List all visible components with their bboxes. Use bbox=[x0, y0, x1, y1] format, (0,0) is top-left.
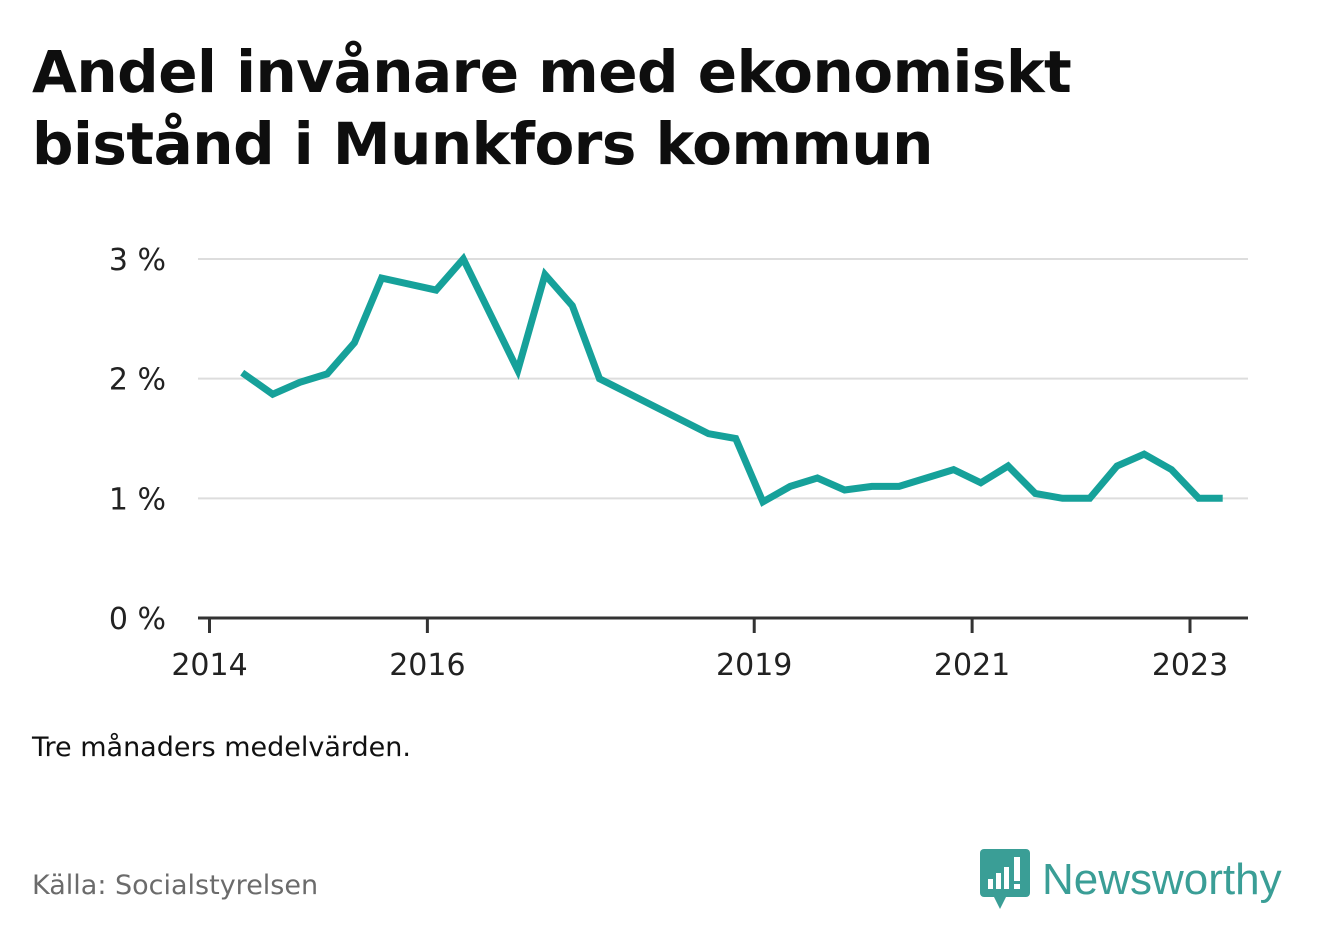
chart-title: Andel invånare med ekonomiskt bistånd i … bbox=[32, 38, 1072, 178]
brand-name: Newsworthy bbox=[1042, 855, 1282, 904]
chart-note: Tre månaders medelvärden. bbox=[32, 732, 411, 763]
y-tick-label: 0 % bbox=[109, 602, 166, 637]
series-line bbox=[240, 252, 1223, 507]
x-axis-ticks: 2014 2016 2019 2021 2023 bbox=[171, 618, 1228, 683]
newsworthy-icon bbox=[980, 849, 1030, 909]
source-label: Källa: Socialstyrelsen bbox=[32, 870, 319, 901]
x-tick-label: 2014 bbox=[171, 648, 247, 683]
x-tick-label: 2016 bbox=[389, 648, 465, 683]
newsworthy-logo: Newsworthy bbox=[980, 848, 1282, 912]
x-tick-label: 2021 bbox=[934, 648, 1010, 683]
y-tick-label: 3 % bbox=[109, 243, 166, 278]
y-axis-ticks: 0 % 1 % 2 % 3 % bbox=[109, 243, 166, 637]
y-tick-label: 1 % bbox=[109, 482, 166, 517]
x-tick-label: 2023 bbox=[1152, 648, 1228, 683]
y-tick-label: 2 % bbox=[109, 363, 166, 398]
gridlines bbox=[198, 258, 1248, 500]
x-tick-label: 2019 bbox=[716, 648, 792, 683]
